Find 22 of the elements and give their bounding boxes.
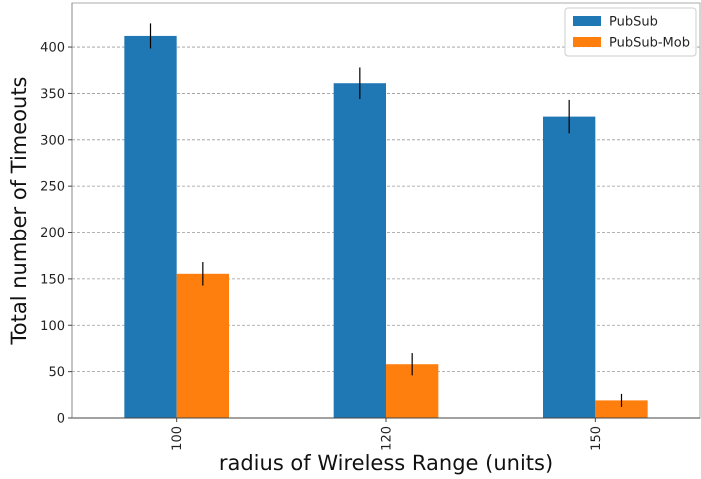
x-tick-label: 120 — [380, 426, 395, 451]
y-tick-label: 0 — [56, 412, 65, 427]
x-tick-label: 150 — [588, 426, 604, 451]
legend-label: PubSub — [609, 14, 658, 30]
y-tick-label: 250 — [40, 180, 65, 195]
bar — [176, 274, 229, 418]
bar — [124, 36, 177, 418]
y-tick-label: 200 — [40, 226, 65, 242]
y-tick-label: 150 — [40, 272, 65, 288]
y-tick-label: 100 — [40, 318, 65, 334]
x-axis-title: radius of Wireless Range (units) — [218, 451, 554, 475]
bar — [595, 400, 648, 418]
y-tick-label: 350 — [40, 86, 65, 102]
y-tick-label: 400 — [40, 40, 65, 56]
y-tick-label: 300 — [40, 133, 65, 148]
x-tick-label: 100 — [170, 426, 186, 451]
bar — [543, 116, 596, 418]
y-tick-label: 50 — [48, 365, 65, 380]
legend-label: PubSub-Mob — [609, 36, 690, 51]
bar — [334, 83, 386, 418]
y-axis-title: Total number of Timeouts — [7, 76, 31, 346]
bar — [386, 364, 438, 418]
